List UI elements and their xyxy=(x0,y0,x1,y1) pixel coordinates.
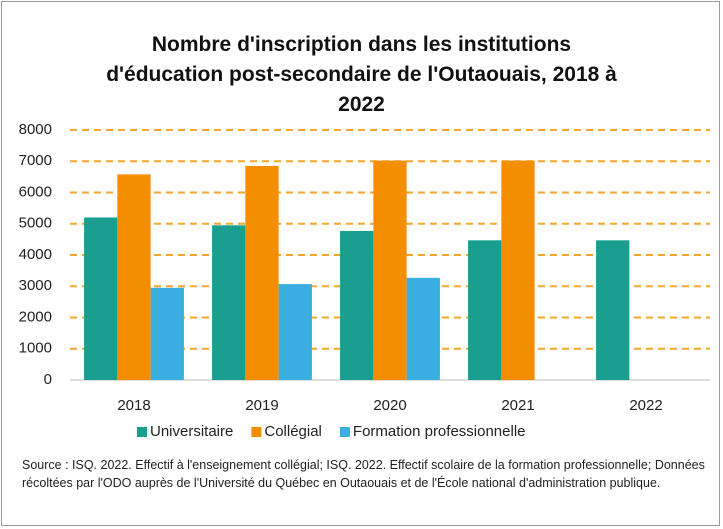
bar xyxy=(117,174,151,380)
legend-label: Collégial xyxy=(264,423,322,440)
y-tick-label: 2000 xyxy=(19,308,52,325)
chart-title: Nombre d'inscription dans les institutio… xyxy=(106,33,617,116)
bar xyxy=(150,287,184,380)
y-tick-label: 3000 xyxy=(19,277,52,294)
x-tick-label: 2020 xyxy=(373,397,406,414)
x-tick-label: 2021 xyxy=(501,397,534,414)
bar xyxy=(373,160,407,380)
y-tick-label: 8000 xyxy=(19,121,52,138)
bar xyxy=(501,160,535,380)
y-tick-label: 1000 xyxy=(19,340,52,357)
bar xyxy=(406,277,440,380)
y-tick-label: 7000 xyxy=(19,152,52,169)
bar xyxy=(468,240,502,380)
x-tick-label: 2019 xyxy=(245,397,278,414)
legend-swatch xyxy=(251,427,262,437)
bar xyxy=(596,240,630,380)
y-tick-label: 6000 xyxy=(19,183,52,200)
y-tick-label: 4000 xyxy=(19,246,52,263)
bar xyxy=(245,165,279,380)
bar xyxy=(212,225,246,380)
bar xyxy=(340,230,374,380)
bar xyxy=(278,284,312,380)
y-tick-label: 5000 xyxy=(19,215,52,232)
x-tick-label: 2022 xyxy=(629,397,662,414)
x-tick-label: 2018 xyxy=(117,397,150,414)
source-note: Source : ISQ. 2022. Effectif à l'enseign… xyxy=(22,458,705,490)
legend-swatch xyxy=(137,427,147,437)
legend-label: Universitaire xyxy=(150,423,233,440)
y-tick-label: 0 xyxy=(44,371,52,388)
legend-swatch xyxy=(339,427,350,437)
bar xyxy=(84,217,118,380)
legend-label: Formation professionnelle xyxy=(353,423,526,440)
